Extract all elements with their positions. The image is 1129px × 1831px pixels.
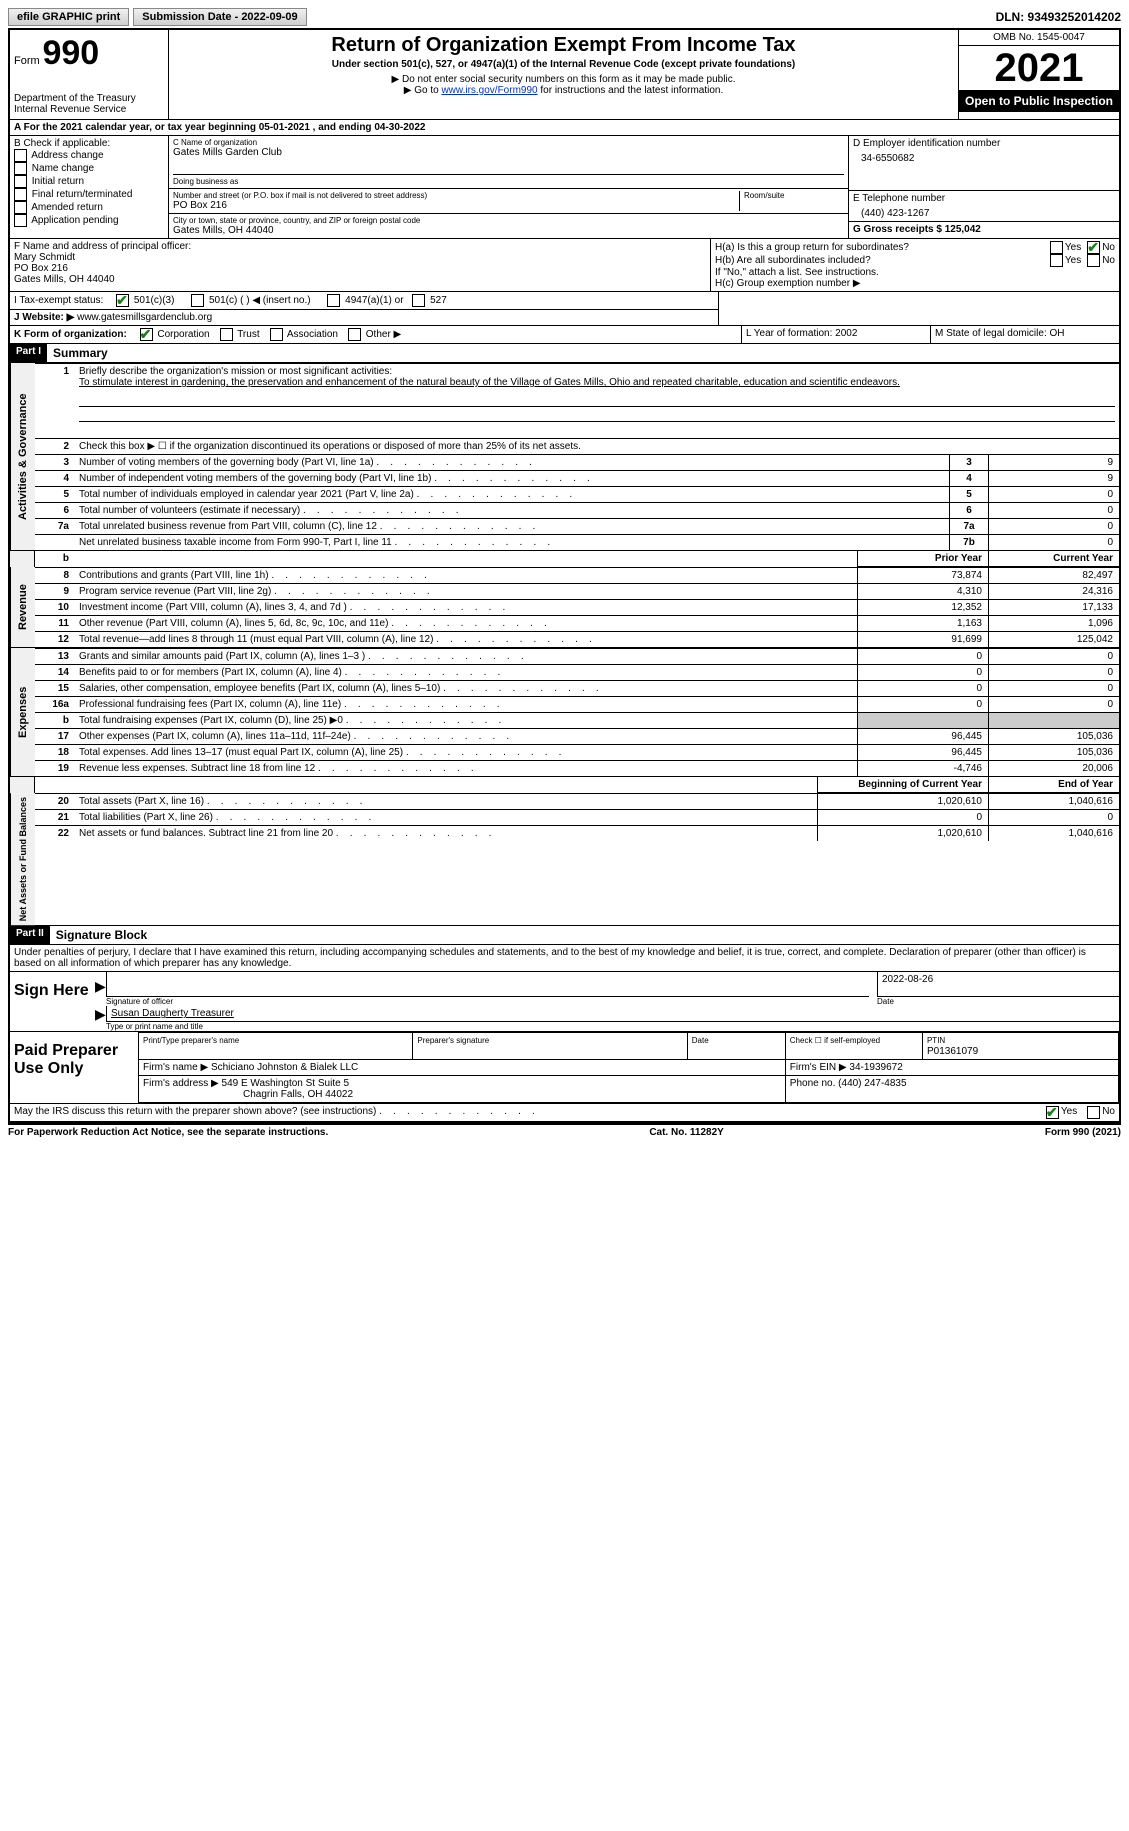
row-a-tax-year: A For the 2021 calendar year, or tax yea… <box>10 120 1119 136</box>
arrow-icon: ▶ <box>95 978 106 995</box>
governance-section: Activities & Governance 1 Briefly descri… <box>10 363 1119 551</box>
cat-number: Cat. No. 11282Y <box>649 1127 723 1138</box>
sign-here-label: Sign Here <box>10 972 98 1031</box>
omb-number: OMB No. 1545-0047 <box>959 30 1119 46</box>
rev-header-b: b Prior Year Current Year <box>10 551 1119 567</box>
header-left: Form 990 Department of the Treasury Inte… <box>10 30 169 119</box>
netassets-section: Net Assets or Fund Balances 20 Total ass… <box>10 793 1119 926</box>
efile-print-button[interactable]: efile GRAPHIC print <box>8 8 129 26</box>
note-ssn: ▶ Do not enter social security numbers o… <box>173 74 954 85</box>
note-link: ▶ Go to www.irs.gov/Form990 for instruct… <box>173 85 954 96</box>
hb-no-checkbox[interactable] <box>1087 254 1100 267</box>
ein-cell: D Employer identification number 34-6550… <box>849 136 1119 191</box>
b-opt-checkbox[interactable] <box>14 201 27 214</box>
section-bcd: B Check if applicable: Address change Na… <box>10 136 1119 238</box>
ha-no-checkbox[interactable] <box>1087 241 1100 254</box>
header-mid: Return of Organization Exempt From Incom… <box>169 30 958 119</box>
irs-label: Internal Revenue Service <box>14 104 164 115</box>
discuss-yes-checkbox[interactable] <box>1046 1106 1059 1119</box>
k-opt-checkbox[interactable] <box>270 328 283 341</box>
preparer-block: Paid Preparer Use Only Print/Type prepar… <box>10 1031 1119 1103</box>
na-header: Beginning of Current Year End of Year <box>10 777 1119 793</box>
revenue-section: Revenue 8 Contributions and grants (Part… <box>10 567 1119 648</box>
revenue-label: Revenue <box>10 567 35 647</box>
arrow-icon: ▶ <box>95 1006 106 1023</box>
submission-date-button[interactable]: Submission Date - 2022-09-09 <box>133 8 306 26</box>
preparer-table: Print/Type preparer's name Preparer's si… <box>138 1032 1119 1103</box>
expenses-section: Expenses 13 Grants and similar amounts p… <box>10 648 1119 777</box>
expenses-label: Expenses <box>10 648 35 776</box>
footer: For Paperwork Reduction Act Notice, see … <box>8 1123 1121 1140</box>
governance-table: 1 Briefly describe the organization's mi… <box>35 363 1119 550</box>
dept-label: Department of the Treasury <box>14 93 164 104</box>
k-opt-checkbox[interactable] <box>140 328 153 341</box>
b-opt-checkbox[interactable] <box>14 149 27 162</box>
tax-exempt-row: I Tax-exempt status: 501(c)(3) 501(c) ( … <box>10 292 718 310</box>
dln-label: DLN: 93493252014202 <box>996 10 1121 24</box>
klm-row: K Form of organization: Corporation Trus… <box>10 325 1119 343</box>
form-label: Form <box>14 55 40 67</box>
col-b-checkboxes: B Check if applicable: Address change Na… <box>10 136 169 238</box>
col-c-org-info: C Name of organization Gates Mills Garde… <box>169 136 849 238</box>
k-opt-checkbox[interactable] <box>348 328 361 341</box>
open-public-label: Open to Public Inspection <box>959 90 1119 112</box>
h-block: H(a) Is this a group return for subordin… <box>711 239 1119 291</box>
preparer-label: Paid Preparer Use Only <box>10 1032 138 1103</box>
4947-checkbox[interactable] <box>327 294 340 307</box>
527-checkbox[interactable] <box>412 294 425 307</box>
i-j-block: I Tax-exempt status: 501(c)(3) 501(c) ( … <box>10 292 719 325</box>
expenses-table: 13 Grants and similar amounts paid (Part… <box>35 648 1119 776</box>
b-opt-checkbox[interactable] <box>14 188 27 201</box>
phone-cell: E Telephone number (440) 423-1267 <box>849 191 1119 222</box>
part1-header: Part I Summary <box>10 343 1119 363</box>
form-title: Return of Organization Exempt From Incom… <box>173 34 954 57</box>
ha-yes-checkbox[interactable] <box>1050 241 1063 254</box>
b-opt-checkbox[interactable] <box>14 175 27 188</box>
col-d-info: D Employer identification number 34-6550… <box>849 136 1119 238</box>
l-year: L Year of formation: 2002 <box>742 326 931 343</box>
gross-cell: G Gross receipts $ 125,042 <box>849 222 1119 237</box>
top-bar: efile GRAPHIC print Submission Date - 20… <box>8 8 1121 26</box>
governance-label: Activities & Governance <box>10 363 35 550</box>
discuss-no-checkbox[interactable] <box>1087 1106 1100 1119</box>
ij-row: I Tax-exempt status: 501(c)(3) 501(c) ( … <box>10 291 1119 325</box>
form-version: Form 990 (2021) <box>1045 1127 1121 1138</box>
form-header: Form 990 Department of the Treasury Inte… <box>10 30 1119 120</box>
form-number: 990 <box>42 34 99 72</box>
part2-header: Part II Signature Block <box>10 926 1119 945</box>
k-opt-checkbox[interactable] <box>220 328 233 341</box>
city-cell: City or town, state or province, country… <box>169 214 848 238</box>
sign-block: Sign Here ▶ Signature of officer 2022-08… <box>10 971 1119 1031</box>
paperwork-notice: For Paperwork Reduction Act Notice, see … <box>8 1127 328 1138</box>
b-opt-checkbox[interactable] <box>14 162 27 175</box>
declaration: Under penalties of perjury, I declare th… <box>10 945 1119 971</box>
website-row: J Website: ▶ www.gatesmillsgardenclub.or… <box>10 310 718 325</box>
header-right: OMB No. 1545-0047 2021 Open to Public In… <box>958 30 1119 119</box>
revenue-table: 8 Contributions and grants (Part VIII, l… <box>35 567 1119 647</box>
501c-checkbox[interactable] <box>191 294 204 307</box>
k-form-org: K Form of organization: Corporation Trus… <box>10 326 742 343</box>
hc-empty <box>719 292 1119 325</box>
f-block: F Name and address of principal officer:… <box>10 239 711 291</box>
netassets-table: 20 Total assets (Part X, line 16) 1,020,… <box>35 793 1119 841</box>
fh-row: F Name and address of principal officer:… <box>10 238 1119 291</box>
irs-link[interactable]: www.irs.gov/Form990 <box>441 85 537 96</box>
501c3-checkbox[interactable] <box>116 294 129 307</box>
form-subtitle: Under section 501(c), 527, or 4947(a)(1)… <box>173 59 954 70</box>
m-state: M State of legal domicile: OH <box>931 326 1119 343</box>
hb-yes-checkbox[interactable] <box>1050 254 1063 267</box>
may-discuss-row: May the IRS discuss this return with the… <box>10 1103 1119 1121</box>
tax-year: 2021 <box>959 46 1119 90</box>
netassets-label: Net Assets or Fund Balances <box>10 793 35 925</box>
b-opt-checkbox[interactable] <box>14 214 27 227</box>
org-name-cell: C Name of organization Gates Mills Garde… <box>169 136 848 189</box>
form-990-container: Form 990 Department of the Treasury Inte… <box>8 28 1121 1123</box>
addr-cell: Number and street (or P.O. box if mail i… <box>169 189 848 214</box>
